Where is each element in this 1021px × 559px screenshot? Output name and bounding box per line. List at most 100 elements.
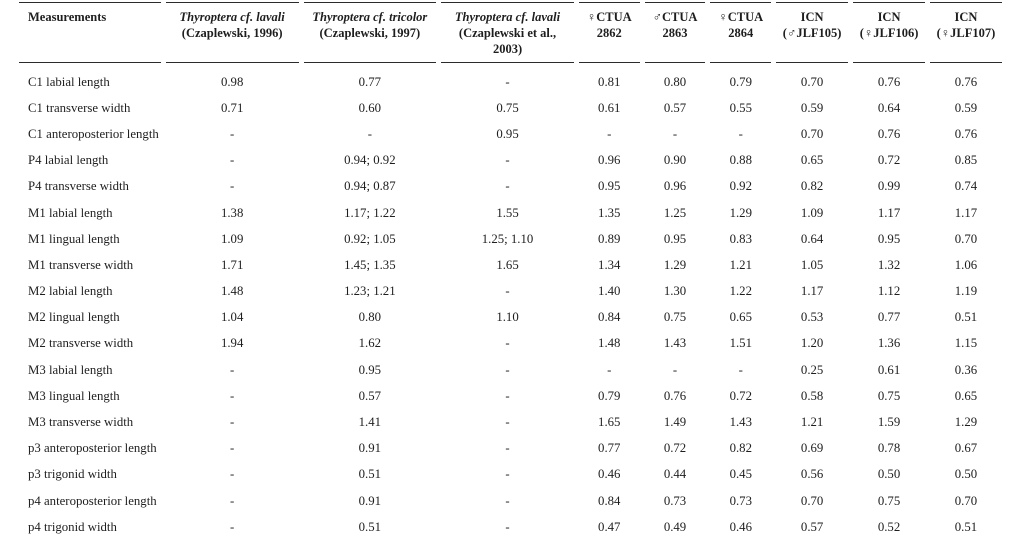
value-cell: 0.70 xyxy=(800,74,824,89)
measurement-label: M2 lingual length xyxy=(28,310,120,325)
measurements-table-container: Measurements Thyroptera cf. lavali (Czap… xyxy=(14,2,1007,540)
value-cell: 0.50 xyxy=(954,467,978,482)
table-row: p3 trigonid width - 0.51 - 0.46 0.44 0.4… xyxy=(19,462,1002,488)
value-cell: 0.64 xyxy=(800,231,824,246)
value-cell: 0.51 xyxy=(358,519,382,534)
citation-year: 2003) xyxy=(492,42,523,56)
value-cell: 0.73 xyxy=(729,493,752,508)
measurement-label: C1 anteroposterior length xyxy=(28,126,159,141)
value-cell: 1.06 xyxy=(954,257,978,272)
institution-code: ICN xyxy=(954,10,978,24)
measurement-label: M2 labial length xyxy=(28,284,113,299)
column-header-icn-jlf107: ICN (♀JLF107) xyxy=(929,2,1002,63)
value-cell: 0.36 xyxy=(954,362,978,377)
value-cell: 0.57 xyxy=(800,519,824,534)
value-cell: 1.10 xyxy=(496,310,519,325)
table-header: Measurements Thyroptera cf. lavali (Czap… xyxy=(19,2,1002,63)
value-cell: 0.59 xyxy=(954,100,978,115)
column-header-measurements: Measurements xyxy=(19,2,161,63)
value-cell: 1.49 xyxy=(663,415,687,430)
value-cell: - xyxy=(230,441,235,456)
value-cell: 0.45 xyxy=(729,467,752,482)
value-cell: 0.91 xyxy=(358,493,382,508)
measurement-label: p4 anteroposterior length xyxy=(28,493,157,508)
header-label: Measurements xyxy=(28,10,107,24)
value-cell: 0.95 xyxy=(598,179,621,194)
value-cell: 1.48 xyxy=(598,336,621,351)
value-cell: 0.25 xyxy=(800,362,824,377)
value-cell: 0.57 xyxy=(663,100,687,115)
value-cell: 0.65 xyxy=(800,153,824,168)
value-cell: 1.32 xyxy=(877,257,901,272)
value-cell: 0.78 xyxy=(877,441,901,456)
value-cell: 0.92; 1.05 xyxy=(344,231,396,246)
value-cell: 0.96 xyxy=(663,179,687,194)
value-cell: 0.77 xyxy=(598,441,621,456)
value-cell: - xyxy=(505,362,510,377)
value-cell: 1.22 xyxy=(729,284,752,299)
value-cell: 0.95 xyxy=(663,231,687,246)
value-cell: 0.92 xyxy=(729,179,752,194)
table-row: p4 anteroposterior length - 0.91 - 0.84 … xyxy=(19,488,1002,514)
value-cell: 1.36 xyxy=(877,336,901,351)
value-cell: - xyxy=(738,362,743,377)
measurements-table: Measurements Thyroptera cf. lavali (Czap… xyxy=(14,2,1007,540)
value-cell: 1.48 xyxy=(220,284,244,299)
table-row: p4 trigonid width - 0.51 - 0.47 0.49 0.4… xyxy=(19,514,1002,540)
value-cell: - xyxy=(505,388,510,403)
column-header-icn-jlf105: ICN (♂JLF105) xyxy=(776,2,849,63)
value-cell: - xyxy=(505,284,510,299)
value-cell: 0.67 xyxy=(954,441,978,456)
value-cell: 1.20 xyxy=(800,336,824,351)
value-cell: 0.46 xyxy=(598,467,621,482)
citation: (Czaplewski et al., xyxy=(458,26,557,40)
value-cell: 1.12 xyxy=(877,284,901,299)
table-row: M3 transverse width - 1.41 - 1.65 1.49 1… xyxy=(19,409,1002,435)
value-cell: 0.95 xyxy=(358,362,382,377)
value-cell: 0.51 xyxy=(954,519,978,534)
value-cell: 0.79 xyxy=(598,388,621,403)
value-cell: - xyxy=(607,362,612,377)
value-cell: - xyxy=(230,388,235,403)
value-cell: 0.58 xyxy=(800,388,824,403)
specimen-number: 2863 xyxy=(662,26,688,40)
measurement-label: p3 anteroposterior length xyxy=(28,441,157,456)
value-cell: 1.17; 1.22 xyxy=(344,205,396,220)
value-cell: 0.69 xyxy=(800,441,824,456)
value-cell: 0.61 xyxy=(598,100,621,115)
value-cell: - xyxy=(230,493,235,508)
value-cell: 0.70 xyxy=(954,231,978,246)
value-cell: 0.77 xyxy=(877,310,901,325)
value-cell: - xyxy=(607,126,612,141)
value-cell: 0.83 xyxy=(729,231,752,246)
value-cell: 0.64 xyxy=(877,100,901,115)
value-cell: 1.21 xyxy=(800,415,824,430)
value-cell: 0.51 xyxy=(358,467,382,482)
measurement-label: C1 transverse width xyxy=(28,100,131,115)
value-cell: 1.62 xyxy=(358,336,382,351)
value-cell: 0.75 xyxy=(496,100,519,115)
value-cell: 0.46 xyxy=(729,519,752,534)
specimen-sex-code: ♀CTUA xyxy=(718,10,764,24)
value-cell: 1.15 xyxy=(954,336,978,351)
measurement-label: M1 labial length xyxy=(28,205,113,220)
value-cell: 1.25; 1.10 xyxy=(481,231,534,246)
value-cell: - xyxy=(230,467,235,482)
value-cell: 1.40 xyxy=(598,284,621,299)
value-cell: 0.52 xyxy=(877,519,901,534)
value-cell: - xyxy=(230,126,235,141)
value-cell: 0.76 xyxy=(877,126,901,141)
value-cell: 1.29 xyxy=(729,205,752,220)
value-cell: 0.99 xyxy=(877,179,901,194)
value-cell: 1.05 xyxy=(800,257,824,272)
value-cell: 0.79 xyxy=(729,74,752,89)
specimen-number: (♀JLF106) xyxy=(859,26,919,40)
value-cell: 1.04 xyxy=(220,310,244,325)
measurement-label: M3 transverse width xyxy=(28,415,134,430)
value-cell: - xyxy=(505,519,510,534)
measurement-label: p4 trigonid width xyxy=(28,519,117,534)
measurement-label: M1 transverse width xyxy=(28,257,134,272)
value-cell: 0.71 xyxy=(220,100,244,115)
value-cell: 0.96 xyxy=(598,153,621,168)
value-cell: 1.43 xyxy=(663,336,687,351)
